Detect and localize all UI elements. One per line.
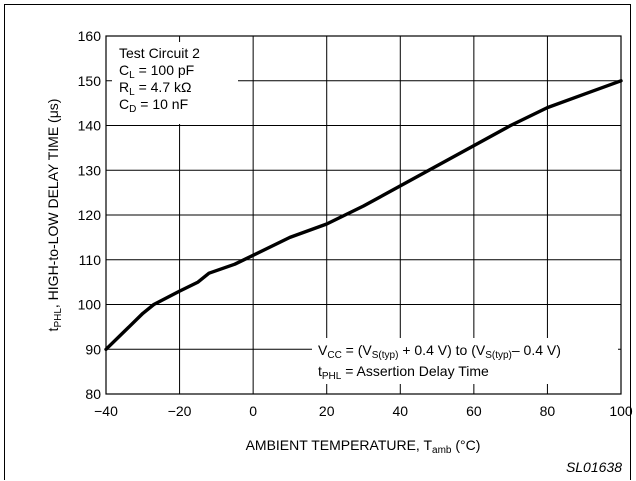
x-tick-label: 100 bbox=[609, 403, 633, 419]
x-tick-label: −40 bbox=[94, 403, 118, 419]
y-tick-label: 120 bbox=[78, 207, 102, 223]
x-tick-label: 20 bbox=[319, 403, 335, 419]
vcc-annotation: VCC = (VS(typ) + 0.4 V) to (VS(typ)– 0.4… bbox=[318, 342, 561, 361]
x-tick-label: −20 bbox=[168, 403, 192, 419]
figure-id: SL01638 bbox=[566, 459, 622, 475]
y-tick-label: 140 bbox=[78, 118, 102, 134]
x-tick-label: 40 bbox=[392, 403, 408, 419]
y-tick-label: 130 bbox=[78, 162, 102, 178]
y-tick-label: 160 bbox=[78, 28, 102, 44]
x-tick-labels: −40 −20 0 20 40 60 80 100 bbox=[94, 403, 633, 419]
x-tick-label: 80 bbox=[540, 403, 556, 419]
conditions-line-3: RL = 4.7 kΩ bbox=[119, 79, 191, 98]
y-tick-labels: 80 90 100 110 120 130 140 150 160 bbox=[78, 28, 102, 402]
x-tick-label: 60 bbox=[466, 403, 482, 419]
x-axis-label: AMBIENT TEMPERATURE, Tamb (°C) bbox=[246, 437, 481, 456]
y-tick-label: 90 bbox=[85, 341, 101, 357]
plot-border bbox=[105, 35, 622, 395]
y-tick-label: 110 bbox=[79, 252, 102, 268]
y-axis-label: tPHL, HIGH-to-LOW DELAY TIME (μs) bbox=[45, 99, 64, 332]
y-tick-label: 150 bbox=[78, 73, 102, 89]
vcc-annotation-bg bbox=[312, 338, 618, 384]
conditions-line-1: Test Circuit 2 bbox=[119, 45, 200, 61]
x-tick-label: 0 bbox=[249, 403, 257, 419]
conditions-box-bg bbox=[112, 42, 238, 124]
conditions-line-2: CL = 100 pF bbox=[119, 62, 194, 81]
figure-frame bbox=[4, 4, 631, 480]
conditions-line-4: CD = 10 nF bbox=[119, 96, 188, 115]
series-line bbox=[104, 79, 623, 351]
y-tick-label: 80 bbox=[85, 386, 101, 402]
y-tick-label: 100 bbox=[78, 297, 102, 313]
tphl-annotation: tPHL = Assertion Delay Time bbox=[318, 363, 489, 382]
